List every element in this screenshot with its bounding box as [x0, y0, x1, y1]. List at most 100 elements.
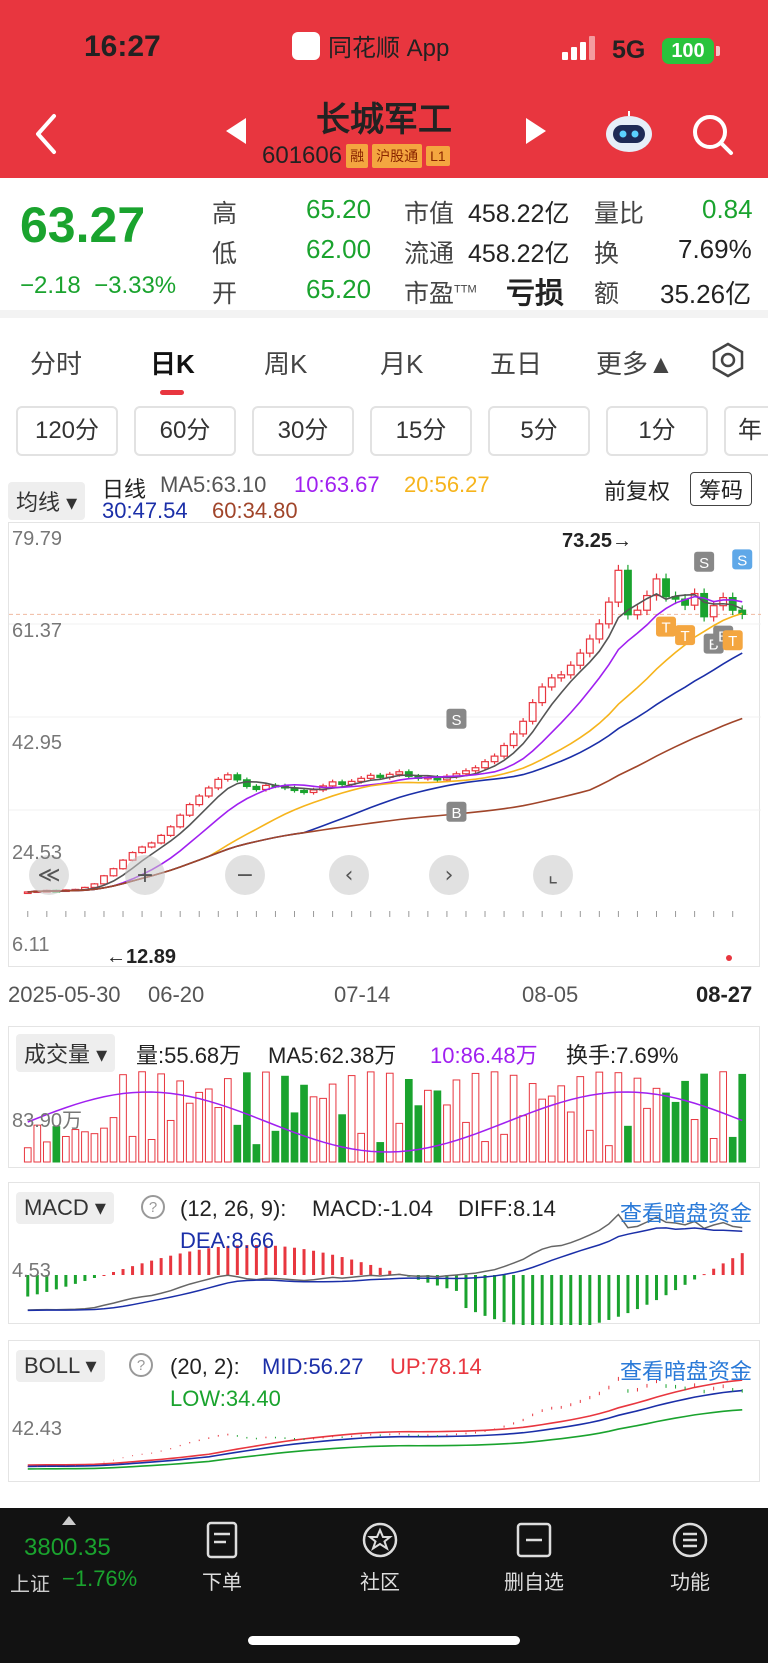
chips-button[interactable]: 筹码	[690, 472, 753, 506]
macd-bar	[454, 1275, 458, 1291]
prev-stock-icon[interactable]	[226, 118, 246, 144]
period-year[interactable]: 年	[724, 406, 768, 456]
candle	[90, 883, 99, 888]
candle	[23, 891, 32, 895]
candle	[566, 664, 575, 676]
volume-bar	[185, 1102, 194, 1163]
ma20-value: 20:56.27	[404, 472, 490, 497]
y-label-3: 42.95	[12, 732, 63, 754]
period-120m[interactable]: 120分	[16, 406, 118, 456]
trade-marker-label: B	[709, 637, 719, 654]
dark-pool-link-boll[interactable]: 查看暗盘资金	[620, 1359, 753, 1384]
expand-icon[interactable]	[62, 1516, 76, 1525]
quote-panel	[0, 178, 768, 318]
volume-bar	[395, 1122, 404, 1163]
volume-bar	[71, 1129, 80, 1163]
period-5m[interactable]: 5分	[488, 406, 590, 456]
volume-bar	[728, 1136, 737, 1163]
candle	[490, 755, 499, 763]
tab-weekly-k[interactable]: 周K	[264, 349, 308, 379]
macd-bar	[302, 1249, 306, 1275]
line-type: 日线	[102, 477, 147, 502]
volume-bar	[500, 1133, 508, 1163]
nav-order[interactable]: 下单	[162, 1520, 282, 1595]
volume-bar	[643, 1107, 651, 1163]
help-icon[interactable]: ?	[140, 1194, 166, 1220]
ma10-value: 10:63.67	[294, 472, 380, 497]
boll-panel[interactable]	[8, 1340, 760, 1482]
trade-marker	[694, 551, 715, 572]
volume-bar	[195, 1091, 204, 1163]
macd-bar	[674, 1275, 678, 1291]
float-value: 458.22亿	[468, 240, 570, 268]
macd-bar	[616, 1275, 620, 1317]
trade-marker	[446, 801, 467, 822]
y-label-4: 24.53	[12, 842, 63, 864]
chart-control-icon: ›	[445, 863, 454, 888]
volume-select[interactable]: 成交量 ▾	[16, 1034, 116, 1072]
diff-value: DIFF:8.14	[458, 1196, 556, 1221]
dark-pool-link-macd[interactable]: 查看暗盘资金	[620, 1201, 753, 1226]
volume-panel[interactable]	[8, 1026, 760, 1168]
macd-bar	[388, 1270, 392, 1275]
back-icon[interactable]	[32, 112, 62, 156]
kline-chart[interactable]: SBSBBTTST≪+−‹›⌞	[8, 522, 761, 968]
index-value[interactable]: 3800.35	[24, 1534, 111, 1561]
price-change: −2.18 −3.33%	[20, 272, 177, 299]
assistant-robot-icon[interactable]	[604, 110, 654, 154]
volume-bar	[481, 1141, 489, 1163]
volume-bar	[100, 1127, 108, 1163]
y-label-top: 79.79	[12, 528, 63, 550]
candle	[328, 781, 337, 787]
period-60m[interactable]: 60分	[134, 406, 236, 456]
stock-code: 601606	[262, 142, 343, 169]
macd-bar	[207, 1248, 211, 1275]
date-label-5: 08-27	[696, 982, 753, 1007]
macd-select[interactable]: MACD ▾	[16, 1192, 114, 1224]
tab-daily-k[interactable]: 日K	[150, 349, 195, 379]
macd-bar	[245, 1245, 249, 1275]
mktcap-label: 市值	[404, 200, 455, 228]
volume-bar	[547, 1095, 556, 1163]
macd-bar	[92, 1275, 96, 1278]
adjust-mode[interactable]: 前复权	[604, 479, 671, 504]
volume-bar	[62, 1135, 70, 1163]
nav-functions[interactable]: 功能	[630, 1520, 750, 1595]
period-1m[interactable]: 1分	[606, 406, 708, 456]
help-icon[interactable]: ?	[128, 1352, 154, 1378]
search-icon[interactable]	[690, 112, 734, 156]
candle	[595, 623, 604, 640]
nav-community[interactable]: 社区	[320, 1520, 440, 1595]
candle	[100, 875, 108, 885]
volume-bar	[119, 1074, 127, 1163]
period-15m[interactable]: 15分	[370, 406, 472, 456]
low-note: ←12.89	[106, 946, 177, 968]
settings-icon[interactable]	[710, 342, 746, 378]
next-stock-icon[interactable]	[526, 118, 546, 144]
boll-select[interactable]: BOLL ▾	[16, 1350, 105, 1382]
macd-bar	[331, 1254, 335, 1275]
macd-bar	[588, 1275, 592, 1325]
stock-name: 长城军工	[316, 101, 452, 139]
indicator-select[interactable]: 均线 ▾	[8, 482, 86, 520]
macd-bar	[273, 1245, 277, 1275]
candle	[500, 744, 509, 757]
candlestick-svg[interactable]: SBSBBTTST≪+−‹›⌞	[9, 523, 761, 968]
volume-bar	[605, 1145, 613, 1163]
tab-more[interactable]: 更多▲	[596, 349, 674, 379]
volume-bar	[576, 1076, 585, 1163]
macd-bar	[693, 1275, 697, 1280]
macd-bar	[607, 1275, 611, 1320]
volume-bar	[662, 1092, 670, 1163]
volume-bar	[357, 1132, 366, 1163]
nav-remove-watchlist[interactable]: 删自选	[474, 1520, 594, 1595]
tab-intraday[interactable]: 分时	[30, 349, 83, 379]
tab-five-day[interactable]: 五日	[490, 349, 543, 379]
volume-bar	[281, 1075, 289, 1163]
macd-bar	[102, 1275, 106, 1276]
macd-bar	[112, 1272, 115, 1275]
period-30m[interactable]: 30分	[252, 406, 354, 456]
tab-monthly-k[interactable]: 月K	[380, 349, 424, 379]
macd-bar	[683, 1275, 687, 1285]
macd-panel[interactable]	[8, 1182, 760, 1329]
